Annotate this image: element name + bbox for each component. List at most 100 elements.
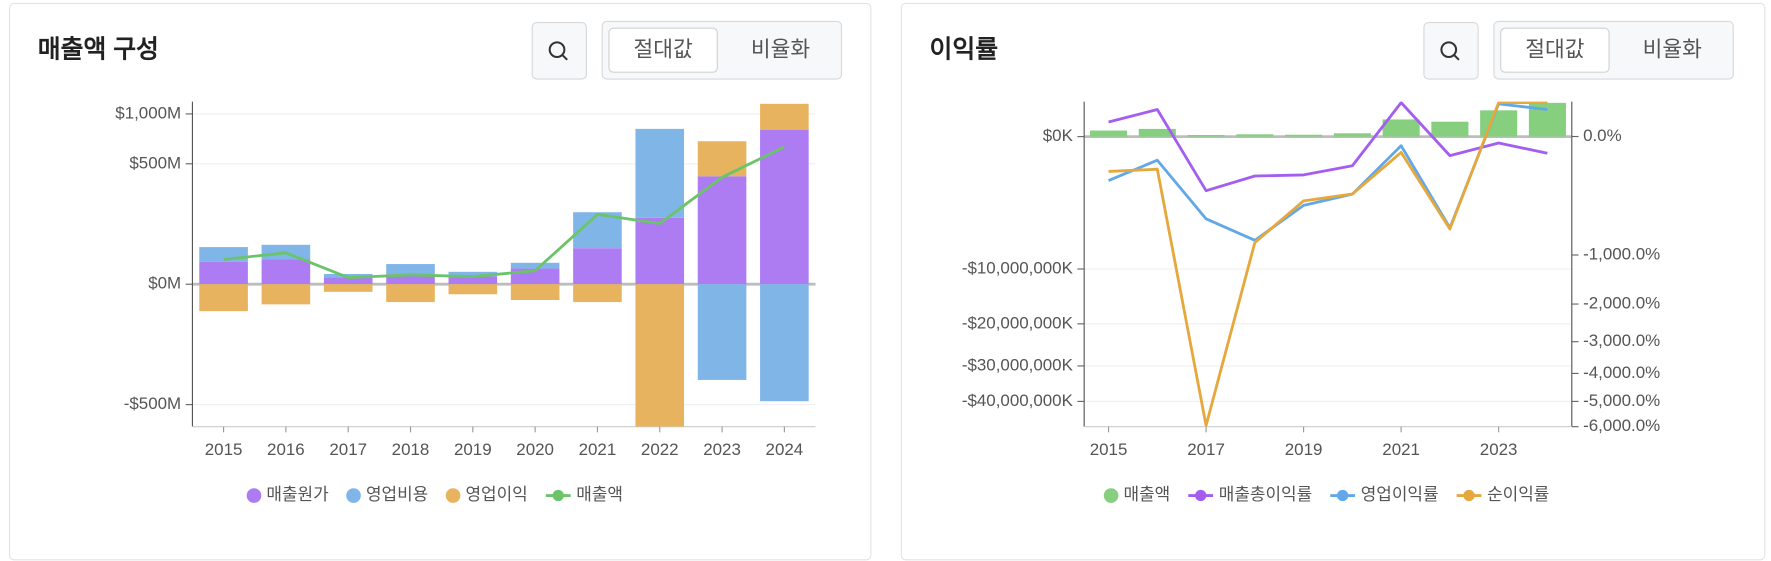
legend-dot	[246, 488, 262, 503]
y2-tick-label: -5,000.0%	[1583, 391, 1660, 410]
bar	[386, 274, 435, 285]
y-tick-label: $0K	[1043, 126, 1074, 145]
legend-item[interactable]: 순이익률	[1456, 485, 1550, 504]
legend: 매출원가 영업비용 영업이익 매출액	[246, 485, 623, 504]
legend-label: 순이익률	[1487, 485, 1549, 504]
bar	[510, 262, 560, 269]
y-tick-label: -$500M	[124, 394, 181, 413]
bar	[323, 284, 373, 292]
legend-dot	[445, 488, 461, 503]
x-tick-label: 2018	[392, 440, 430, 459]
bar	[448, 271, 498, 277]
toggle-selected[interactable]	[1500, 27, 1610, 73]
x-tick-label: 2017	[329, 440, 367, 459]
search-button[interactable]	[1423, 22, 1479, 80]
x-tick-label: 2023	[703, 440, 741, 459]
legend: 매출액 매출총이익률 영업이익률 순이익률	[1103, 485, 1550, 504]
bar	[323, 277, 373, 285]
search-button-bg[interactable]	[1423, 22, 1479, 80]
y-tick-label: -$10,000,000K	[962, 258, 1074, 277]
line-series	[1108, 101, 1548, 193]
y2-tick-label: -3,000.0%	[1583, 331, 1660, 350]
y-tick-label: $0M	[148, 274, 181, 293]
bar	[697, 141, 747, 177]
legend-label: 매출총이익률	[1219, 485, 1312, 504]
chart-card: 이익률 절대값 비율화 $0K -$10,000,000K -$20,000,000K -$…	[900, 2, 1766, 561]
y2-tick-label: -1,000.0%	[1583, 244, 1660, 263]
legend-dot	[1337, 489, 1349, 502]
y-tick-label: -$40,000,000K	[962, 391, 1074, 410]
bar	[199, 261, 248, 285]
bar	[448, 284, 498, 295]
legend-label: 영업이익률	[1361, 485, 1439, 504]
x-tick-label: 2023	[1480, 440, 1518, 459]
y-tick-label: $500M	[129, 153, 181, 172]
chart-title: 매출액 구성	[38, 35, 159, 63]
search-button-bg[interactable]	[531, 22, 587, 80]
legend-label: 영업비용	[366, 485, 428, 504]
bar	[697, 176, 747, 285]
toggle-button[interactable]: 절대값	[634, 37, 693, 61]
search-button[interactable]	[531, 22, 587, 80]
x-tick-label: 2024	[766, 440, 804, 459]
legend-dot	[1195, 489, 1207, 502]
chart-card: 매출액 구성 절대값 비율화 $1,000M $500M $0M -$500M 2015 201…	[9, 2, 872, 561]
y2-tick-label: -2,000.0%	[1583, 294, 1660, 313]
legend-dot	[1103, 488, 1119, 503]
data-marks	[1090, 101, 1566, 427]
toggle-selected[interactable]	[608, 27, 718, 73]
bar	[1187, 134, 1225, 137]
bar	[760, 284, 809, 402]
bar	[448, 276, 498, 285]
x-tick-label: 2019	[1285, 440, 1323, 459]
bar	[261, 284, 311, 305]
x-tick-label: 2015	[1090, 440, 1128, 459]
legend-item[interactable]: 영업이익률	[1330, 485, 1439, 504]
x-tick-label: 2016	[267, 440, 305, 459]
x-tick-label: 2021	[579, 440, 617, 459]
legend-item[interactable]: 영업이익	[445, 485, 528, 504]
y2-tick-label: -4,000.0%	[1583, 363, 1660, 382]
bar	[635, 284, 685, 427]
search-icon	[1440, 41, 1458, 59]
bar	[697, 284, 747, 380]
y-tick-label: -$20,000,000K	[962, 313, 1074, 332]
bar	[760, 103, 809, 131]
bar	[1138, 128, 1176, 137]
legend-dot	[346, 488, 361, 503]
search-icon	[1453, 54, 1460, 61]
legend-item[interactable]: 매출총이익률	[1188, 485, 1312, 504]
bar	[1333, 133, 1371, 137]
bar	[1285, 134, 1323, 137]
bar	[573, 284, 622, 303]
x-tick-label: 2022	[641, 440, 679, 459]
toggle-button[interactable]: 비율화	[751, 37, 810, 61]
legend-item[interactable]: 매출액	[545, 485, 623, 504]
y2-tick-label: -6,000.0%	[1583, 416, 1660, 435]
legend-item[interactable]: 영업비용	[346, 485, 428, 504]
chart-title: 이익률	[930, 35, 999, 63]
search-icon	[561, 54, 568, 61]
legend-label: 영업이익	[465, 485, 527, 504]
legend-label: 매출액	[576, 485, 623, 504]
bar	[1382, 119, 1420, 137]
legend-label: 매출액	[1124, 485, 1171, 504]
toggle-button[interactable]: 절대값	[1525, 37, 1584, 61]
data-marks	[199, 103, 809, 427]
bar	[386, 264, 435, 275]
bar	[261, 259, 311, 285]
legend-item[interactable]: 매출액	[1103, 485, 1171, 504]
legend-dot	[1463, 489, 1475, 502]
bar	[635, 217, 685, 285]
bar	[760, 130, 809, 285]
toggle-button[interactable]: 비율화	[1643, 37, 1702, 61]
x-tick-label: 2020	[516, 440, 554, 459]
plot: $0K -$10,000,000K -$20,000,000K -$30,000,00…	[962, 101, 1660, 459]
y-tick-label: -$30,000,000K	[962, 355, 1074, 374]
bar	[635, 128, 685, 218]
legend-item[interactable]: 매출원가	[246, 485, 329, 504]
bar	[1236, 134, 1274, 137]
bar	[386, 284, 435, 303]
